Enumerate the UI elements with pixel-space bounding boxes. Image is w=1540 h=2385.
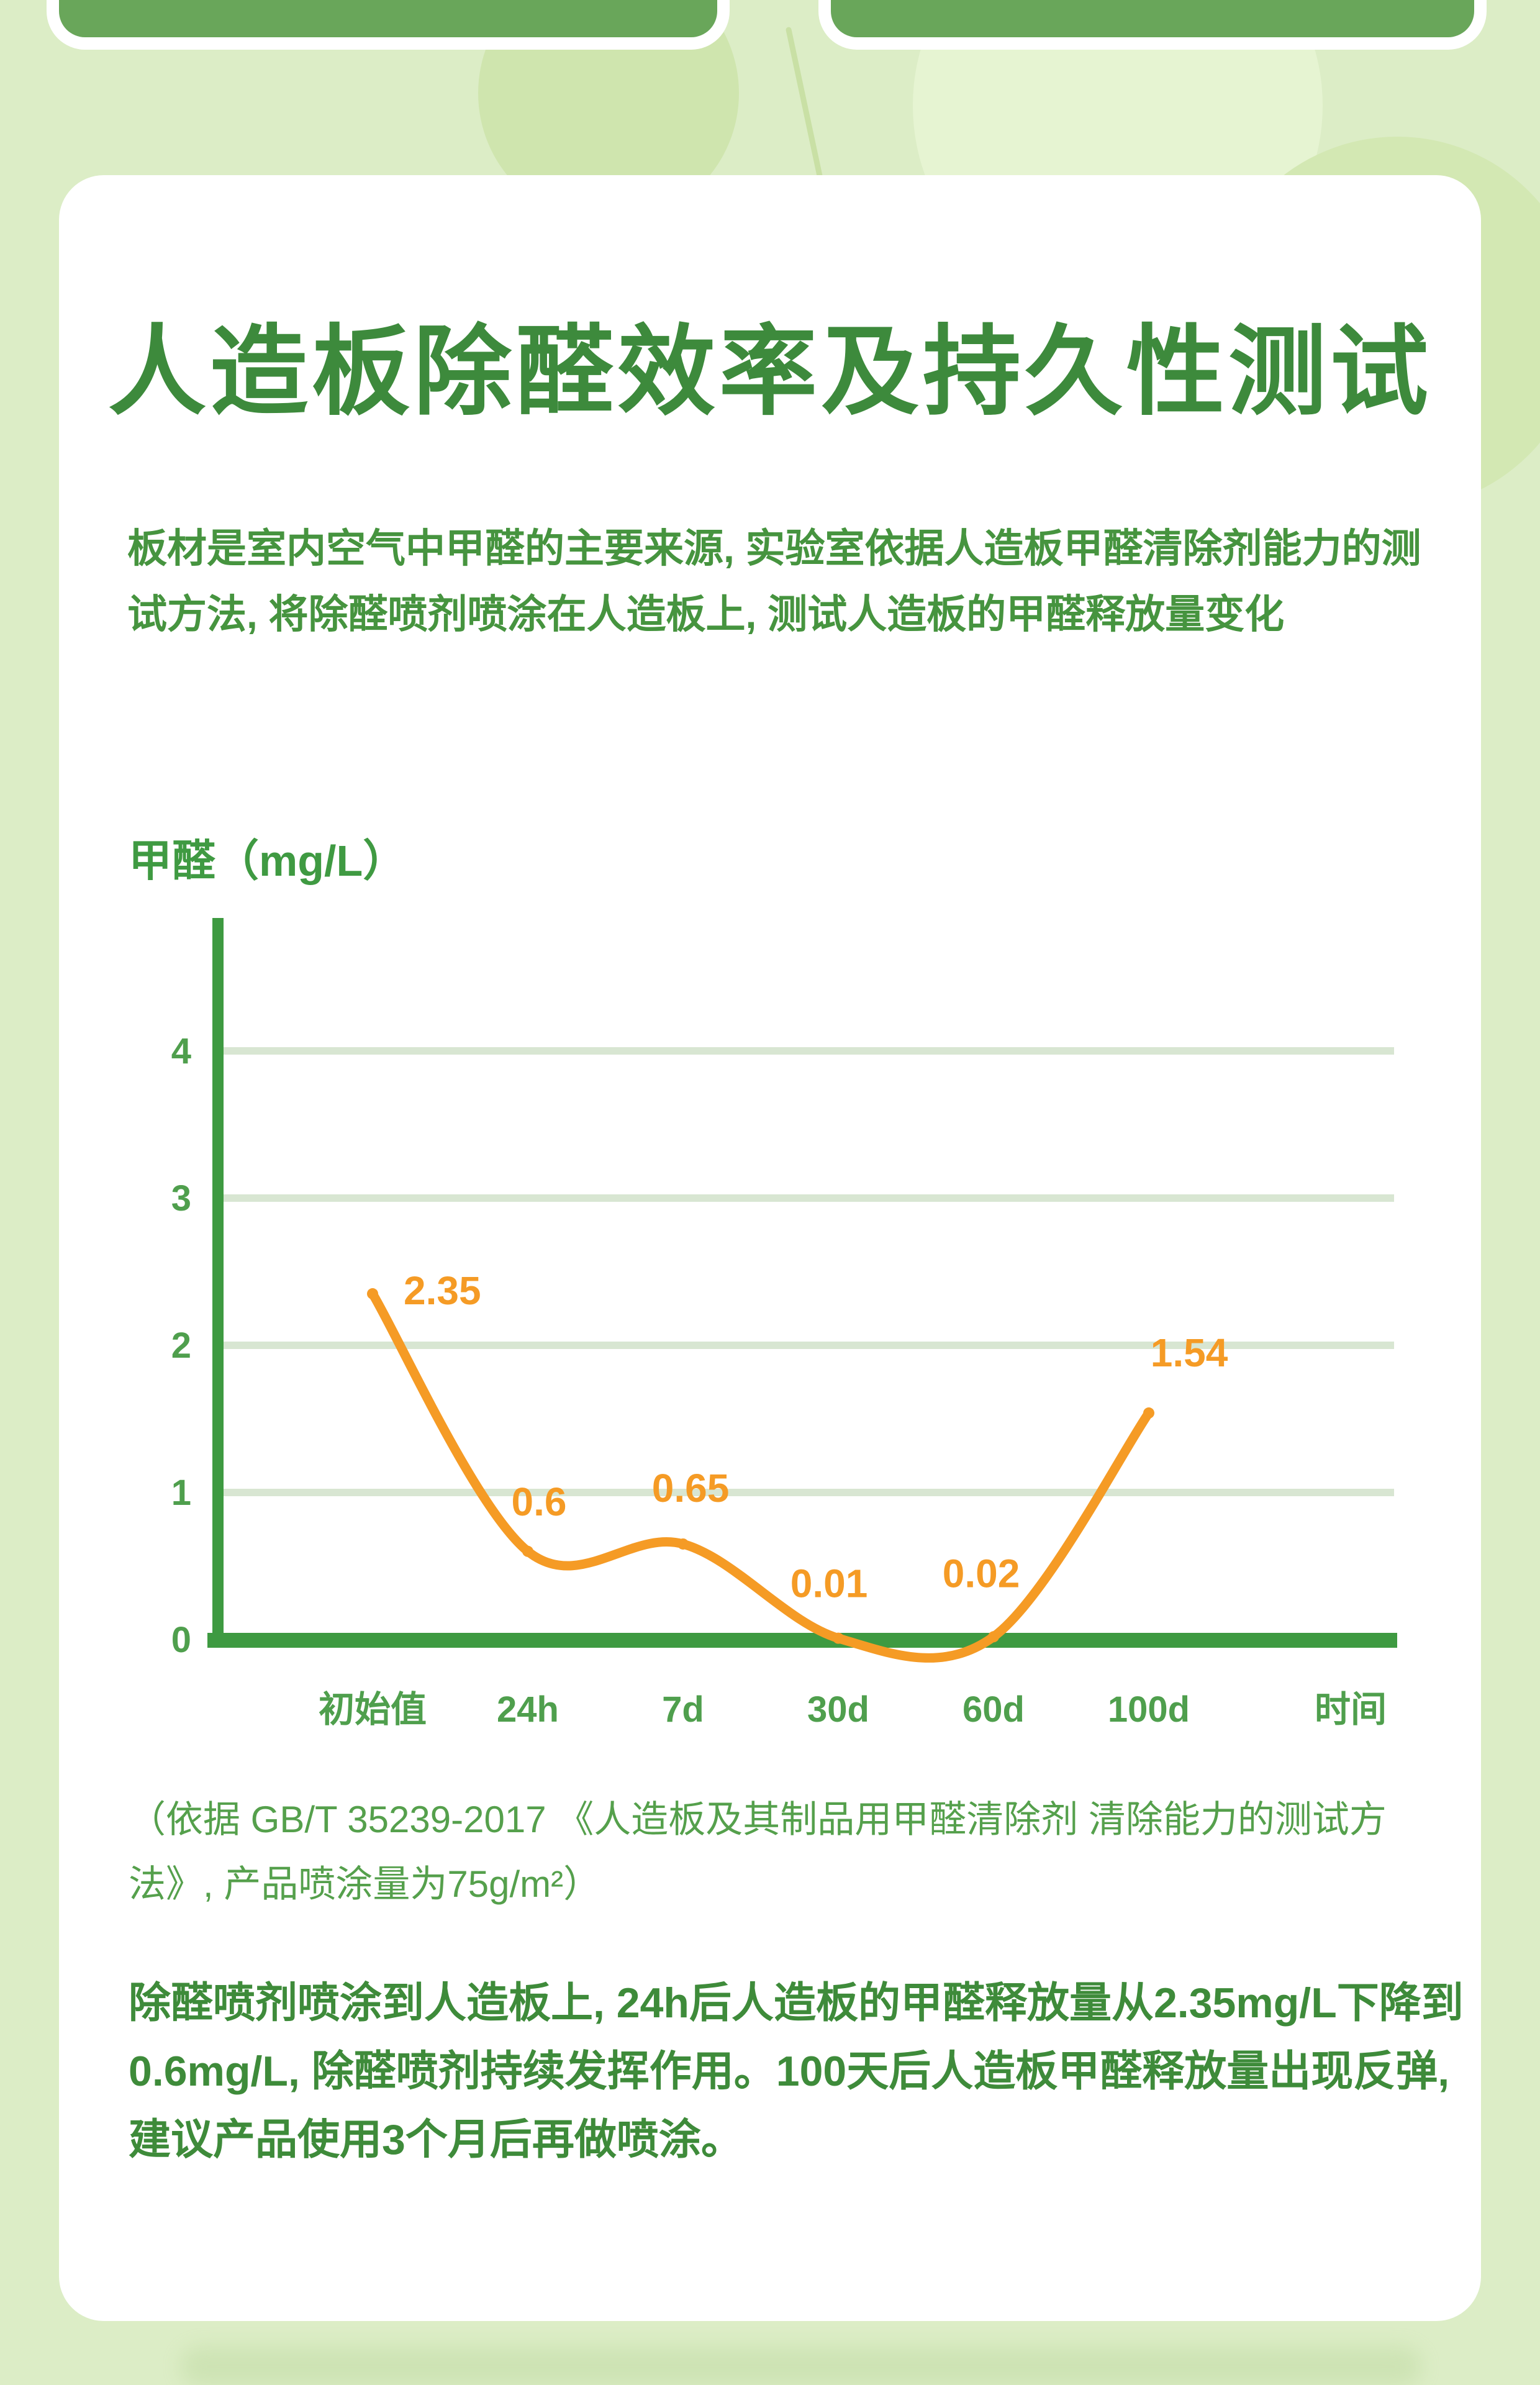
x-tick-label-5: 100d — [1108, 1689, 1190, 1730]
y-tick-label-0: 0 — [171, 1620, 191, 1660]
y-tick-label-2: 2 — [171, 1325, 191, 1366]
chart-y-axis-title: 甲醛（mg/L） — [129, 837, 407, 885]
page-title: 人造板除醛效率及持久性测试 — [108, 317, 1432, 427]
data-point-100d — [1143, 1407, 1154, 1419]
value-label-5: 1.54 — [1151, 1330, 1228, 1375]
intro-paragraph: 板材是室内空气中甲醛的主要来源, 实验室依据人造板甲醛清除剂能力的测试方法, 将… — [127, 526, 1421, 637]
formaldehyde-line-chart: 0 1 2 3 4 初始值 24h 7d 30d 60d 100d 时间 2.35 0.6 0.65 0.01… — [171, 918, 1397, 1730]
x-tick-label-3: 30d — [807, 1689, 869, 1730]
data-point-60d — [988, 1631, 999, 1643]
value-label-0: 2.35 — [404, 1268, 481, 1313]
chart-area: 0 1 2 3 4 初始值 24h 7d 30d 60d 100d 时间 2.35 0.6 0.65 0.01… — [155, 870, 1459, 1776]
previous-section-card-left — [47, 0, 730, 50]
y-tick-label-1: 1 — [171, 1473, 191, 1513]
x-tick-label-0: 初始值 — [319, 1689, 427, 1730]
y-tick-label-3: 3 — [171, 1178, 191, 1219]
data-point-初始值 — [367, 1288, 378, 1300]
data-point-24h — [522, 1545, 533, 1557]
value-label-4: 0.02 — [943, 1551, 1020, 1596]
previous-section-card-right — [818, 0, 1487, 50]
x-axis-line — [207, 1633, 1397, 1648]
y-axis-line — [212, 918, 224, 1648]
x-axis-label: 时间 — [1315, 1689, 1387, 1730]
value-label-2: 0.65 — [652, 1466, 730, 1510]
y-tick-label-4: 4 — [171, 1031, 191, 1071]
value-label-3: 0.01 — [790, 1561, 868, 1606]
content-panel: 人造板除醛效率及持久性测试 板材是室内空气中甲醛的主要来源, 实验室依据人造板甲… — [59, 175, 1481, 2321]
data-point-30d — [833, 1632, 844, 1644]
next-section-hint — [180, 2346, 1422, 2385]
value-label-1: 0.6 — [512, 1479, 567, 1524]
data-point-7d — [677, 1538, 689, 1550]
data-line — [368, 1289, 1154, 1663]
standard-footnote: （依据 GB/T 35239-2017 《人造板及其制品用甲醛清除剂 清除能力的… — [129, 1799, 1387, 1906]
x-tick-label-1: 24h — [497, 1689, 559, 1730]
conclusion-paragraph: 除醛喷剂喷涂到人造板上, 24h后人造板的甲醛释放量从2.35mg/L下降到0.… — [129, 1979, 1464, 2164]
x-tick-label-4: 60d — [962, 1689, 1025, 1730]
x-tick-label-2: 7d — [662, 1689, 704, 1730]
